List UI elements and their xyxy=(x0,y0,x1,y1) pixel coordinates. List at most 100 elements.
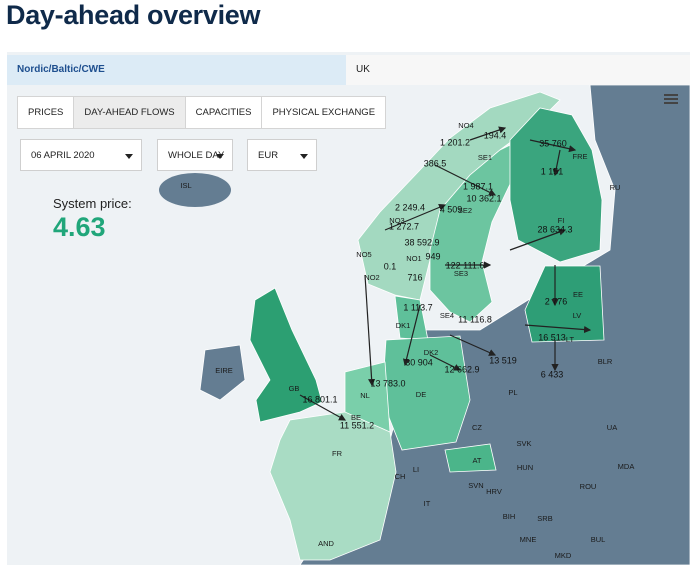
area-label: MKD xyxy=(555,551,572,560)
area-label: FR xyxy=(332,449,343,458)
menu-button[interactable] xyxy=(664,94,678,106)
area-label: DK2 xyxy=(424,348,439,357)
area-label: PL xyxy=(508,388,517,397)
area-label: BE xyxy=(351,413,361,422)
area-label: FRE xyxy=(573,152,588,161)
region xyxy=(444,443,497,473)
flow-label: 0.1 xyxy=(384,261,397,271)
view-button[interactable]: DAY-AHEAD FLOWS xyxy=(73,96,186,129)
area-label: SE3 xyxy=(454,269,468,278)
area-label: AT xyxy=(472,456,481,465)
tab[interactable]: Nordic/Baltic/CWE xyxy=(7,55,346,85)
flow-label: 11 551.2 xyxy=(340,420,374,430)
flow-label: 13 519 xyxy=(489,355,517,365)
flow-label: 716 xyxy=(407,272,422,282)
area-label: IT xyxy=(424,499,431,508)
period-dropdown[interactable]: WHOLE DAY xyxy=(157,139,233,171)
area-label: UA xyxy=(607,423,617,432)
system-price-value: 4.63 xyxy=(53,212,106,242)
flow-label: 1 113.7 xyxy=(403,302,432,312)
flow-arrow xyxy=(524,324,592,334)
flow-label: 11 116.8 xyxy=(458,314,492,324)
area-label: SRB xyxy=(537,514,552,523)
area-label: ISL xyxy=(180,181,191,190)
area-label: ROU xyxy=(580,482,597,491)
flow-label: 122 111.6 xyxy=(446,260,485,270)
area-label: SVN xyxy=(468,481,483,490)
view-button[interactable]: CAPACITIES xyxy=(184,96,263,129)
flow-label: 4 509 xyxy=(440,204,463,214)
flow-label: 35 760 xyxy=(539,138,567,148)
area-label: SE4 xyxy=(440,311,454,320)
area-label: NO5 xyxy=(356,250,371,259)
region xyxy=(524,265,605,343)
region xyxy=(269,411,397,561)
flow-label: 30 904 xyxy=(405,357,433,367)
view-button[interactable]: PRICES xyxy=(17,96,75,129)
area-label: NO2 xyxy=(364,273,379,282)
date-dropdown[interactable]: 06 APRIL 2020 xyxy=(20,139,142,171)
flow-arrow xyxy=(469,126,507,141)
area-label: NL xyxy=(360,391,370,400)
flow-label: 1 272.7 xyxy=(389,221,419,231)
flow-label: 13 783.0 xyxy=(370,378,405,388)
area-label: DE xyxy=(416,390,426,399)
area-label: AND xyxy=(318,539,334,548)
currency-dropdown[interactable]: EUR xyxy=(247,139,317,171)
area-label: RU xyxy=(610,183,621,192)
flow-label: 10 362.1 xyxy=(466,193,501,203)
area-label: BUL xyxy=(591,535,606,544)
flow-label: 6 433 xyxy=(541,369,564,379)
area-label: DK1 xyxy=(396,321,411,330)
area-label: SE2 xyxy=(458,206,472,215)
area-label: NO1 xyxy=(406,254,421,263)
flow-arrow xyxy=(434,164,497,196)
flow-arrow xyxy=(299,394,347,421)
flow-label: 1 151 xyxy=(541,166,564,176)
area-label: HUN xyxy=(517,463,533,472)
area-label: EIRE xyxy=(215,366,233,375)
system-price-label: System price: xyxy=(53,196,132,211)
flow-arrow xyxy=(402,304,421,367)
area-label: CZ xyxy=(472,423,482,432)
flow-label: 2 776 xyxy=(545,296,568,306)
flow-label: 1 201.2 xyxy=(440,137,470,147)
flow-arrow xyxy=(449,334,497,356)
area-label: SE1 xyxy=(478,153,492,162)
flow-label: 386.5 xyxy=(424,158,447,168)
area-label: NO4 xyxy=(458,121,473,130)
area-label: LI xyxy=(413,465,419,474)
area-label: FI xyxy=(558,216,565,225)
area-label: MNE xyxy=(520,535,537,544)
area-label: NO3 xyxy=(389,216,404,225)
flow-arrow xyxy=(364,274,376,387)
flow-arrow xyxy=(552,149,561,177)
region xyxy=(509,107,603,263)
flow-label: 16 513 xyxy=(538,332,566,342)
flow-label: 1 987.1 xyxy=(463,181,493,191)
area-label: GB xyxy=(289,384,300,393)
land-other xyxy=(199,344,246,401)
view-button[interactable]: PHYSICAL EXCHANGE xyxy=(261,96,387,129)
region xyxy=(249,287,323,423)
flow-label: 12 662.9 xyxy=(444,364,479,374)
panel: Nordic/Baltic/CWE UK xyxy=(7,52,690,565)
flow-label: 28 634.3 xyxy=(537,224,572,234)
area-label: LT xyxy=(566,335,575,344)
map: NO4 SE1 FRE SE2 RU ISL FI NO5 NO3 NO1 NO2 SE3 EE LV LT… xyxy=(7,85,690,565)
page-title: Day-ahead overview xyxy=(6,0,261,30)
flow-arrow xyxy=(384,203,447,231)
flow-label: 949 xyxy=(425,251,440,261)
area-label: MDA xyxy=(618,462,635,471)
tab[interactable]: UK xyxy=(346,55,690,85)
area-label: EE xyxy=(573,290,583,299)
flow-label: 38 592.9 xyxy=(404,237,439,247)
area-label: BIH xyxy=(503,512,516,521)
flow-label: 2 249.4 xyxy=(395,202,425,212)
region xyxy=(429,139,521,323)
view-buttons: PRICES DAY-AHEAD FLOWS CAPACITIES PHYSIC… xyxy=(17,96,387,129)
flow-label: 16 801.1 xyxy=(302,394,337,404)
area-label: HRV xyxy=(486,487,502,496)
flow-label: 194.4 xyxy=(484,130,507,140)
land-other xyxy=(159,173,231,207)
